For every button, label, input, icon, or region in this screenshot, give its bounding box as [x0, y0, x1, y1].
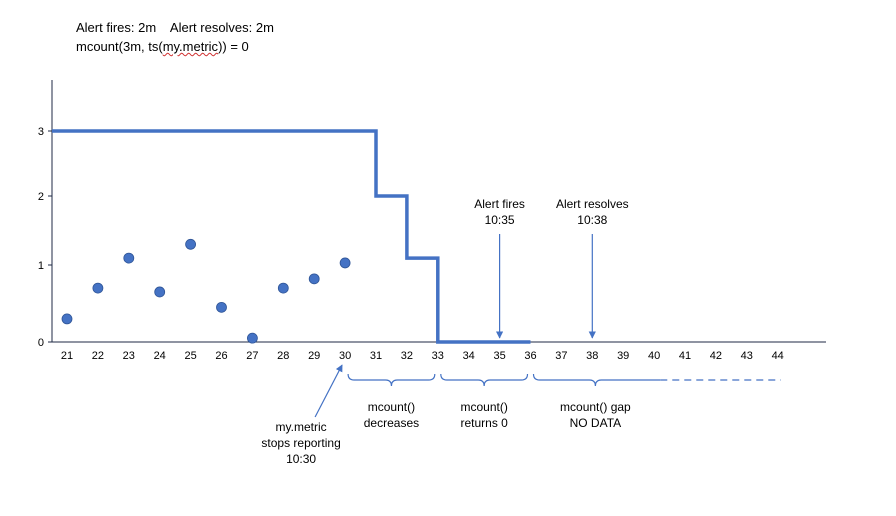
- brace-label: returns 0: [460, 416, 508, 430]
- stop-note-label: stops reporting: [261, 436, 340, 450]
- y-tick-label: 0: [38, 337, 44, 349]
- x-tick-label: 32: [401, 350, 413, 362]
- y-tick-label: 3: [38, 126, 44, 138]
- alert-annotation-label: Alert fires: [474, 197, 525, 211]
- brace: [347, 373, 436, 387]
- x-tick-label: 36: [524, 350, 536, 362]
- scatter-point: [246, 332, 258, 344]
- x-tick-label: 21: [61, 350, 73, 362]
- stop-note-label: 10:30: [286, 452, 316, 466]
- x-tick-label: 39: [617, 350, 629, 362]
- scatter-point: [154, 286, 166, 298]
- query-suffix: )) = 0: [218, 39, 249, 54]
- x-tick-label: 41: [679, 350, 691, 362]
- x-tick-label: 23: [123, 350, 135, 362]
- x-tick-label: 28: [277, 350, 289, 362]
- brace-label: mcount(): [368, 400, 415, 414]
- alert-annotation-label: 10:35: [485, 213, 515, 227]
- x-tick-label: 22: [92, 350, 104, 362]
- query-prefix: mcount(3m, ts(: [76, 39, 163, 54]
- x-tick-label: 35: [493, 350, 505, 362]
- brace-label: mcount() gap: [560, 400, 631, 414]
- x-tick-label: 38: [586, 350, 598, 362]
- brace-label: NO DATA: [570, 416, 622, 430]
- x-tick-label: 26: [215, 350, 227, 362]
- brace-label: decreases: [364, 416, 419, 430]
- query-metric: my.metric: [162, 39, 219, 54]
- y-tick-label: 2: [38, 191, 44, 203]
- x-tick-label: 29: [308, 350, 320, 362]
- query-line: mcount(3m, ts(my.metric)) = 0: [76, 37, 274, 56]
- mcount-step-line: [52, 129, 531, 344]
- alert-annotation-label: Alert resolves: [556, 197, 629, 211]
- chart-header: Alert fires: 2m Alert resolves: 2m mcoun…: [76, 18, 274, 56]
- scatter-point: [308, 273, 320, 285]
- scatter-point: [216, 301, 227, 313]
- x-tick-label: 40: [648, 350, 660, 362]
- x-tick-label: 42: [710, 350, 722, 362]
- scatter-point: [339, 257, 351, 269]
- alert-annotation-label: 10:38: [577, 213, 607, 227]
- scatter-point: [185, 238, 197, 250]
- x-tick-label: 25: [184, 350, 196, 362]
- scatter-point: [123, 252, 135, 264]
- brace-label: mcount(): [460, 400, 507, 414]
- scatter-point: [61, 313, 73, 325]
- x-tick-label: 43: [741, 350, 753, 362]
- x-tick-label: 34: [463, 350, 475, 362]
- y-tick-label: 1: [38, 260, 44, 272]
- scatter-point: [92, 282, 104, 294]
- brace: [440, 373, 529, 387]
- x-tick-label: 24: [154, 350, 166, 362]
- x-tick-label: 31: [370, 350, 382, 362]
- scatter-point: [277, 282, 289, 294]
- x-tick-label: 27: [246, 350, 258, 362]
- x-tick-label: 33: [432, 350, 444, 362]
- gap-brace: [532, 373, 661, 387]
- alert-timing-line: Alert fires: 2m Alert resolves: 2m: [76, 20, 274, 35]
- x-tick-label: 44: [772, 350, 784, 362]
- stop-note-arrow: [314, 364, 343, 418]
- x-tick-label: 30: [339, 350, 351, 362]
- stop-note-label: my.metric: [276, 420, 327, 434]
- x-tick-label: 37: [555, 350, 567, 362]
